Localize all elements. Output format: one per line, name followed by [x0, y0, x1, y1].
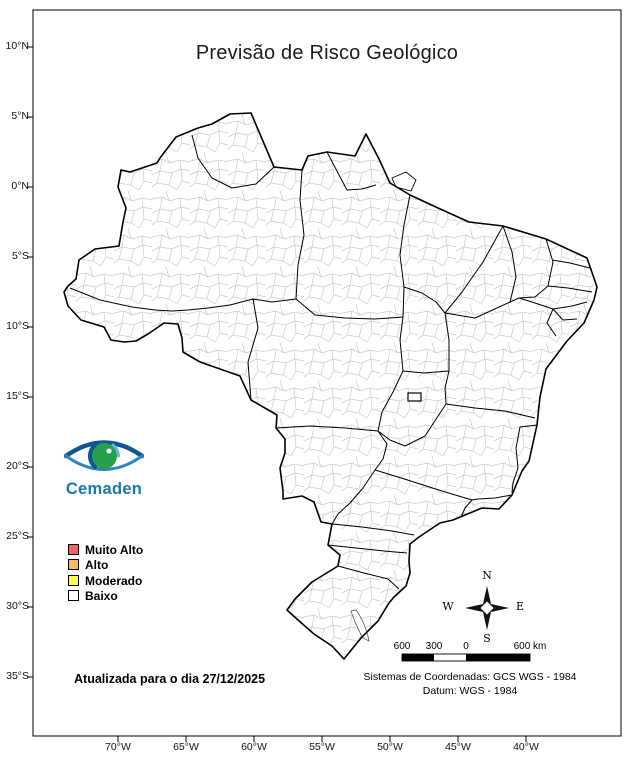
- patos-lagoon: [350, 609, 370, 642]
- compass-south-label: S: [483, 632, 491, 645]
- scale-label-600-left: 600: [393, 641, 411, 652]
- logo-eye-upper-arc: [63, 440, 145, 459]
- lat-label-30s: 30°S: [6, 600, 29, 612]
- lon-label-55w: 55°W: [309, 741, 335, 753]
- legend-label-moderado: Moderado: [85, 573, 143, 588]
- legend-item-alto: Alto: [68, 558, 108, 571]
- compass-west-label: W: [442, 600, 454, 613]
- scale-label-0: 0: [463, 641, 469, 652]
- scale-bar: [401, 653, 531, 662]
- legend-item-baixo: Baixo: [68, 589, 118, 602]
- lat-label-10n: 10°N: [5, 40, 29, 52]
- lat-label-10s: 10°S: [6, 320, 29, 332]
- lat-label-0n: 0°N: [11, 180, 29, 192]
- map-frame: [32, 9, 622, 737]
- datum-text: Datum: WGS - 1984: [422, 684, 518, 697]
- lat-label-5n: 5°N: [11, 110, 29, 122]
- distrito-federal-outline: [407, 392, 422, 402]
- lat-label-15s: 15°S: [6, 390, 29, 402]
- legend-label-baixo: Baixo: [85, 588, 118, 603]
- update-note: Atualizada para o dia 27/12/2025: [74, 672, 266, 686]
- municipal-boundaries: [64, 113, 597, 659]
- lat-label-25s: 25°S: [6, 530, 29, 542]
- lon-label-50w: 50°W: [377, 741, 403, 753]
- cemaden-wordmark: Cemaden: [65, 480, 143, 498]
- scale-label-600-km: 600 km: [513, 641, 547, 652]
- logo-highlight-dot: [106, 448, 112, 454]
- legend-item-moderado: Moderado: [68, 574, 142, 587]
- lat-label-35s: 35°S: [6, 670, 29, 682]
- legend-item-muito-alto: Muito Alto: [68, 543, 143, 556]
- logo-iris-highlight-arc: [111, 443, 120, 458]
- latitude-ticks: [27, 46, 33, 678]
- compass-east-label: E: [515, 600, 525, 613]
- state-boundaries: [69, 134, 593, 590]
- lat-label-20s: 20°S: [6, 460, 29, 472]
- compass-north-label: N: [482, 569, 492, 582]
- legend-swatch-baixo: [68, 590, 79, 601]
- legend-swatch-muito-alto: [68, 544, 79, 555]
- lon-label-60w: 60°W: [241, 741, 267, 753]
- brazil-map: [63, 112, 598, 660]
- page-title: Previsão de Risco Geológico: [195, 42, 459, 64]
- lon-label-70w: 70°W: [105, 741, 131, 753]
- lat-label-5s: 5°S: [11, 250, 29, 262]
- logo-eye-lower-arc: [64, 454, 144, 471]
- lon-label-40w: 40°W: [513, 741, 539, 753]
- logo-iris-crescent: [87, 443, 97, 469]
- brazil-outline: [63, 112, 598, 660]
- compass-star-center: [479, 600, 495, 616]
- legend-label-muito-alto: Muito Alto: [85, 542, 144, 557]
- scale-bar-segment-right: [466, 654, 530, 661]
- legend-label-alto: Alto: [85, 557, 109, 572]
- legend-swatch-alto: [68, 559, 79, 570]
- cemaden-logo: [63, 440, 145, 471]
- lon-label-45w: 45°W: [445, 741, 471, 753]
- scale-bar-segment-left: [402, 654, 434, 661]
- compass-rose: [465, 586, 509, 630]
- scale-label-300: 300: [425, 641, 443, 652]
- legend-swatch-moderado: [68, 575, 79, 586]
- longitude-ticks: [117, 736, 527, 742]
- lon-label-65w: 65°W: [173, 741, 199, 753]
- attribution: Sistemas de Coordenadas: GCS WGS - 1984 …: [340, 671, 600, 698]
- coordinate-system-text: Sistemas de Coordenadas: GCS WGS - 1984: [363, 671, 577, 683]
